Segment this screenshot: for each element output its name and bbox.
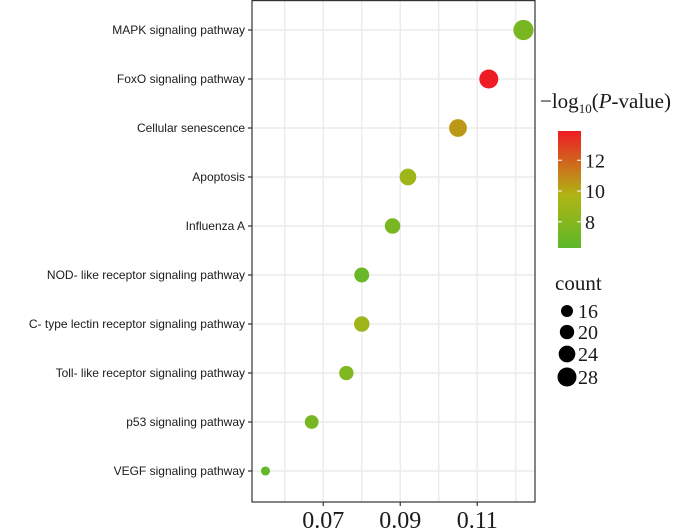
- size-legend-title: count: [555, 271, 602, 295]
- size-legend-dot: [561, 305, 573, 317]
- x-tick-label: 0.11: [457, 508, 498, 530]
- y-tick-label: p53 signaling pathway: [126, 415, 245, 429]
- data-point: [399, 168, 417, 186]
- y-tick-label: VEGF signaling pathway: [114, 464, 245, 478]
- y-tick-label: Apoptosis: [192, 170, 245, 184]
- data-point: [449, 119, 467, 137]
- y-tick-label: FoxO signaling pathway: [117, 72, 245, 86]
- y-tick-label: C- type lectin receptor signaling pathwa…: [29, 317, 245, 331]
- data-point: [354, 267, 370, 283]
- size-legend-label: 28: [578, 367, 598, 389]
- size-legend-label: 24: [578, 344, 598, 366]
- color-legend-title: −log10(P-value): [540, 89, 671, 116]
- x-axis: 0.07 0.09 0.11: [302, 502, 498, 530]
- data-point: [260, 466, 271, 476]
- size-legend-dot: [559, 324, 575, 340]
- color-bar-tick-label: 12: [585, 150, 605, 172]
- data-point: [353, 316, 370, 332]
- data-point: [304, 415, 319, 429]
- y-tick-label: Cellular senescence: [137, 121, 245, 135]
- color-bar: [558, 131, 581, 248]
- grid-lines: [252, 0, 535, 502]
- size-legend-dot: [557, 367, 577, 387]
- data-point: [384, 218, 401, 234]
- color-bar-ticks: 12 10 8: [558, 150, 605, 234]
- color-legend: −log10(P-value) 12 10 8: [540, 89, 671, 248]
- y-tick-label: Influenza A: [186, 219, 245, 233]
- y-axis: MAPK signaling pathway FoxO signaling pat…: [29, 23, 252, 478]
- y-tick-label: NOD- like receptor signaling pathway: [47, 268, 245, 282]
- color-bar-tick-label: 8: [585, 212, 595, 234]
- x-tick-label: 0.09: [379, 508, 421, 530]
- data-point: [479, 69, 499, 89]
- data-point: [513, 19, 534, 41]
- size-legend-dot: [558, 345, 576, 363]
- color-bar-tick-label: 10: [585, 181, 605, 203]
- size-legend-label: 20: [578, 322, 598, 344]
- y-tick-label: Toll- like receptor signaling pathway: [56, 366, 245, 380]
- size-legend-label: 16: [578, 301, 598, 323]
- plot-frame: [251, 0, 536, 503]
- data-point: [339, 365, 354, 381]
- y-tick-label: MAPK signaling pathway: [112, 23, 245, 37]
- x-tick-label: 0.07: [302, 508, 344, 530]
- data-points: [260, 19, 534, 476]
